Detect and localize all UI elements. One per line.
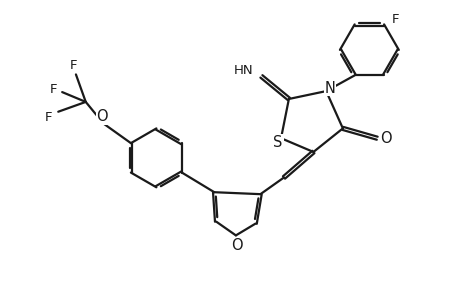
Text: N: N — [324, 81, 335, 96]
Text: O: O — [230, 238, 242, 253]
Text: F: F — [391, 13, 399, 26]
Text: F: F — [50, 82, 57, 96]
Text: S: S — [273, 135, 282, 150]
Text: F: F — [45, 111, 52, 124]
Text: HN: HN — [234, 64, 253, 77]
Text: O: O — [96, 109, 108, 124]
Text: F: F — [70, 59, 78, 72]
Text: O: O — [380, 131, 391, 146]
